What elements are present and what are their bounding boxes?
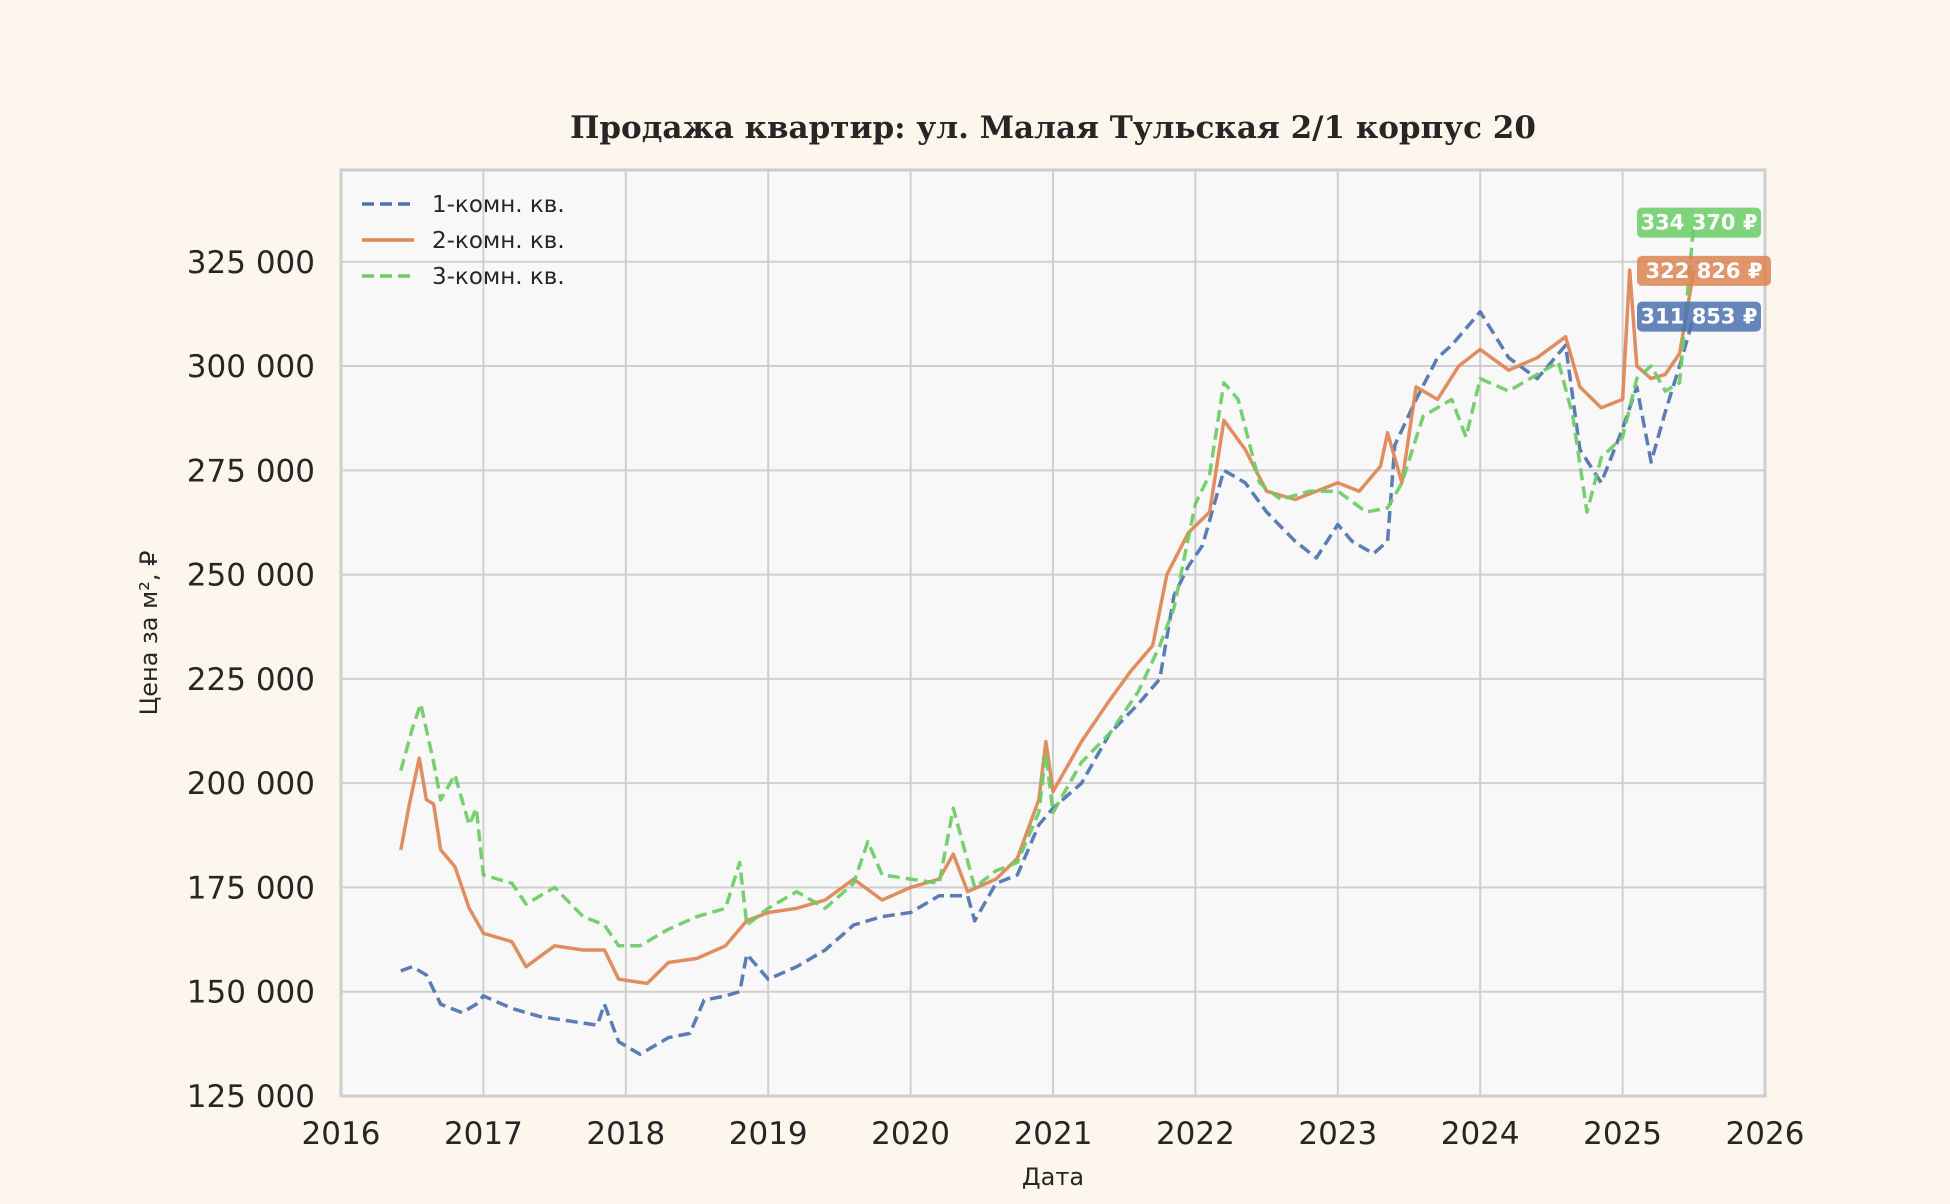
y-tick-label: 175 000 [187, 870, 315, 906]
series-line-2 [399, 268, 1696, 986]
x-tick-label: 2017 [444, 1116, 523, 1152]
last-value-badge-1 [1637, 301, 1761, 332]
chart-title: Продажа квартир: ул. Малая Тульская 2/1 … [570, 110, 1536, 146]
y-tick-label: 150 000 [187, 975, 315, 1011]
last-value-badge-2 [1637, 255, 1771, 286]
y-axis-label: Цена за м², ₽ [135, 551, 163, 716]
last-value-badge-3 [1637, 207, 1761, 238]
x-tick-label: 2021 [1014, 1116, 1093, 1152]
y-tick-label: 200 000 [187, 766, 315, 802]
grid [340, 170, 1766, 1097]
x-tick-label: 2023 [1298, 1116, 1377, 1152]
y-tick-label: 300 000 [187, 349, 315, 385]
last-value-text-3: 334 370 ₽ [1641, 211, 1758, 235]
y-tick-label: 275 000 [187, 453, 315, 489]
y-tick-label: 325 000 [187, 245, 315, 281]
legend-label-2: 2-комн. кв. [432, 228, 565, 254]
legend-label-3: 3-комн. кв. [432, 264, 565, 290]
legend-label-1: 1-комн. кв. [432, 192, 565, 218]
legend: 1-комн. кв. 2-комн. кв. 3-комн. кв. [362, 192, 565, 290]
x-tick-label: 2018 [586, 1116, 665, 1152]
series-line-3 [399, 222, 1696, 948]
series-layer [399, 222, 1696, 1057]
y-tick-label: 250 000 [187, 558, 315, 594]
x-axis-label: Дата [1022, 1163, 1084, 1191]
y-tick-label: 125 000 [187, 1079, 315, 1115]
last-value-text-1: 311 853 ₽ [1641, 305, 1758, 329]
series-line-1 [400, 310, 1696, 1057]
tick-labels: 2016 2017 2018 2019 2020 2021 2022 2023 2024 2025… [187, 245, 1805, 1152]
y-tick-label: 225 000 [187, 662, 315, 698]
x-tick-label: 2024 [1441, 1116, 1520, 1152]
last-value-text-2: 322 826 ₽ [1646, 259, 1763, 283]
x-tick-label: 2026 [1726, 1116, 1805, 1152]
x-tick-label: 2025 [1583, 1116, 1662, 1152]
last-value-badges: 311 853 ₽ 322 826 ₽ 334 370 ₽ [1637, 207, 1771, 332]
x-tick-label: 2020 [871, 1116, 950, 1152]
x-tick-label: 2016 [302, 1116, 381, 1152]
x-tick-label: 2022 [1156, 1116, 1235, 1152]
x-tick-label: 2019 [729, 1116, 808, 1152]
